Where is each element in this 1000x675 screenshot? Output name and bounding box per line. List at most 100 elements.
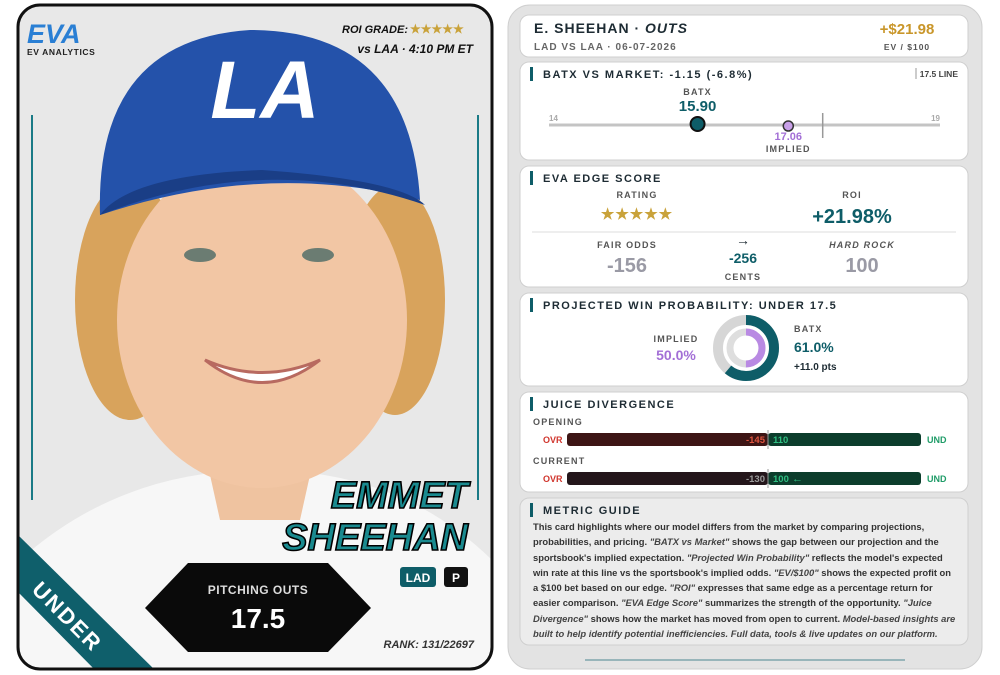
accent — [530, 171, 533, 185]
guide-term: "Projected Win Probability" — [686, 551, 810, 563]
edge-panel — [519, 165, 969, 288]
implied-prob: 50.0% — [656, 347, 696, 363]
rating-label: RATING — [616, 190, 657, 200]
logo-name: EV ANALYTICS — [27, 47, 95, 57]
prop-label: PITCHING OUTS — [208, 583, 309, 597]
book-label: HARD ROCK — [829, 240, 895, 250]
guide-segment: summarizes the strength of the opportuni… — [702, 597, 904, 609]
guide-segment: This card highlights where our model dif… — [533, 521, 925, 548]
prop-line: 17.5 — [231, 603, 286, 634]
face — [117, 152, 407, 488]
trend: ← — [792, 473, 803, 485]
under-odds: 100 — [773, 474, 789, 485]
fair-odds: -156 — [607, 255, 647, 277]
guide-panel — [519, 497, 969, 646]
rating-stars: ★★★★★ — [601, 206, 673, 223]
slider-min: 14 — [549, 114, 558, 123]
batx-panel — [519, 61, 969, 161]
batx-label: BATX — [683, 87, 712, 97]
over-odds: -145 — [746, 435, 766, 446]
guide-term: "EV/$100" — [773, 566, 819, 578]
row-label: OPENING — [533, 417, 583, 427]
accent — [530, 503, 533, 517]
prop-hexagon — [145, 563, 371, 652]
roi-label: ROI — [842, 190, 862, 200]
diff-label: CENTS — [725, 272, 762, 282]
under-bar — [768, 472, 921, 485]
cap — [99, 30, 420, 215]
under-bar — [768, 433, 921, 446]
implied-arc — [726, 328, 766, 368]
row-label: CURRENT — [533, 456, 585, 466]
guide-segment: shows the gap between our projection and… — [533, 536, 939, 563]
under-odds: 110 — [773, 435, 788, 446]
guide-segment: expresses that same edge as a percentage… — [533, 582, 933, 609]
over-odds: -130 — [746, 474, 765, 485]
roi-grade-stars: ★★★★★ — [410, 22, 464, 36]
position: P — [452, 571, 460, 585]
odds-diff: -256 — [729, 250, 757, 266]
batx-value: 15.90 — [679, 98, 717, 115]
ev: +$21.98 — [880, 21, 935, 38]
guide-text: This card highlights where our model dif… — [533, 519, 957, 641]
book-odds: 100 — [845, 255, 878, 277]
matchup: vs LAA · 4:10 PM ET — [357, 42, 474, 56]
juice-title: JUICE DIVERGENCE — [543, 399, 675, 411]
batx-arc — [713, 315, 779, 381]
guide-term: "EVA Edge Score" — [621, 597, 703, 609]
logo-mark: EVA — [27, 19, 81, 49]
implied-marker — [782, 120, 795, 132]
guide-term: "BATX vs Market" — [649, 536, 730, 548]
market: OUTS — [645, 20, 688, 36]
win-title: PROJECTED WIN PROBABILITY: UNDER 17.5 — [543, 300, 837, 312]
guide-term: Model-based insights are built to help i… — [533, 612, 956, 640]
implied-label: IMPLIED — [766, 144, 811, 154]
implied-prob-label: IMPLIED — [654, 334, 699, 344]
team-badge — [400, 567, 436, 587]
last-name: SHEEHAN — [282, 517, 469, 559]
cap-logo: LA — [210, 45, 319, 136]
over-label: OVR — [543, 474, 563, 484]
rank: RANK: 131/22697 — [384, 639, 475, 651]
batx-prob: 61.0% — [794, 339, 834, 355]
arrow: → — [736, 232, 750, 248]
over-label: OVR — [543, 435, 563, 445]
card-border — [16, 3, 494, 671]
player-photo: LA UNDER — [18, 5, 492, 669]
batx-marker — [689, 116, 706, 132]
team: LAD — [406, 571, 431, 585]
roi-value: +21.98% — [812, 206, 892, 228]
accent — [530, 298, 533, 312]
guide-term: "Juice Divergence" — [533, 597, 932, 624]
under-label: UND — [927, 435, 947, 445]
smile — [204, 358, 321, 384]
over-bar — [567, 472, 768, 485]
guide-segment: shows the expected profit on a $100 bet … — [533, 566, 951, 594]
over-bar — [567, 433, 768, 446]
guide-segment: shows how the market has moved from open… — [588, 612, 843, 624]
position-badge — [444, 567, 468, 587]
accent — [530, 397, 533, 411]
cap-brim — [100, 170, 425, 215]
prob-delta: +11.0 pts — [794, 362, 837, 373]
guide-segment: reflects the model's expected win rate a… — [533, 551, 943, 578]
header-panel — [519, 14, 969, 58]
under-banner — [18, 535, 160, 669]
implied-value: 17.06 — [775, 131, 803, 143]
win-panel — [519, 292, 969, 387]
player-name: E. SHEEHAN · — [534, 20, 640, 36]
eye — [302, 248, 334, 262]
header-subtitle: LAD VS LAA · 06-07-2026 — [534, 42, 677, 53]
batx-title: BATX VS MARKET: -1.15 (-6.8%) — [543, 69, 753, 81]
line-label: 17.5 LINE — [920, 69, 959, 79]
header-title: E. SHEEHAN · OUTS — [534, 20, 688, 36]
edge-title: EVA EDGE SCORE — [543, 173, 662, 185]
ev-label: EV / $100 — [884, 42, 930, 52]
guide-title: METRIC GUIDE — [543, 505, 641, 517]
fair-odds-label: FAIR ODDS — [597, 240, 657, 250]
batx-prob-label: BATX — [794, 324, 823, 334]
eye — [184, 248, 216, 262]
accent — [530, 67, 533, 81]
